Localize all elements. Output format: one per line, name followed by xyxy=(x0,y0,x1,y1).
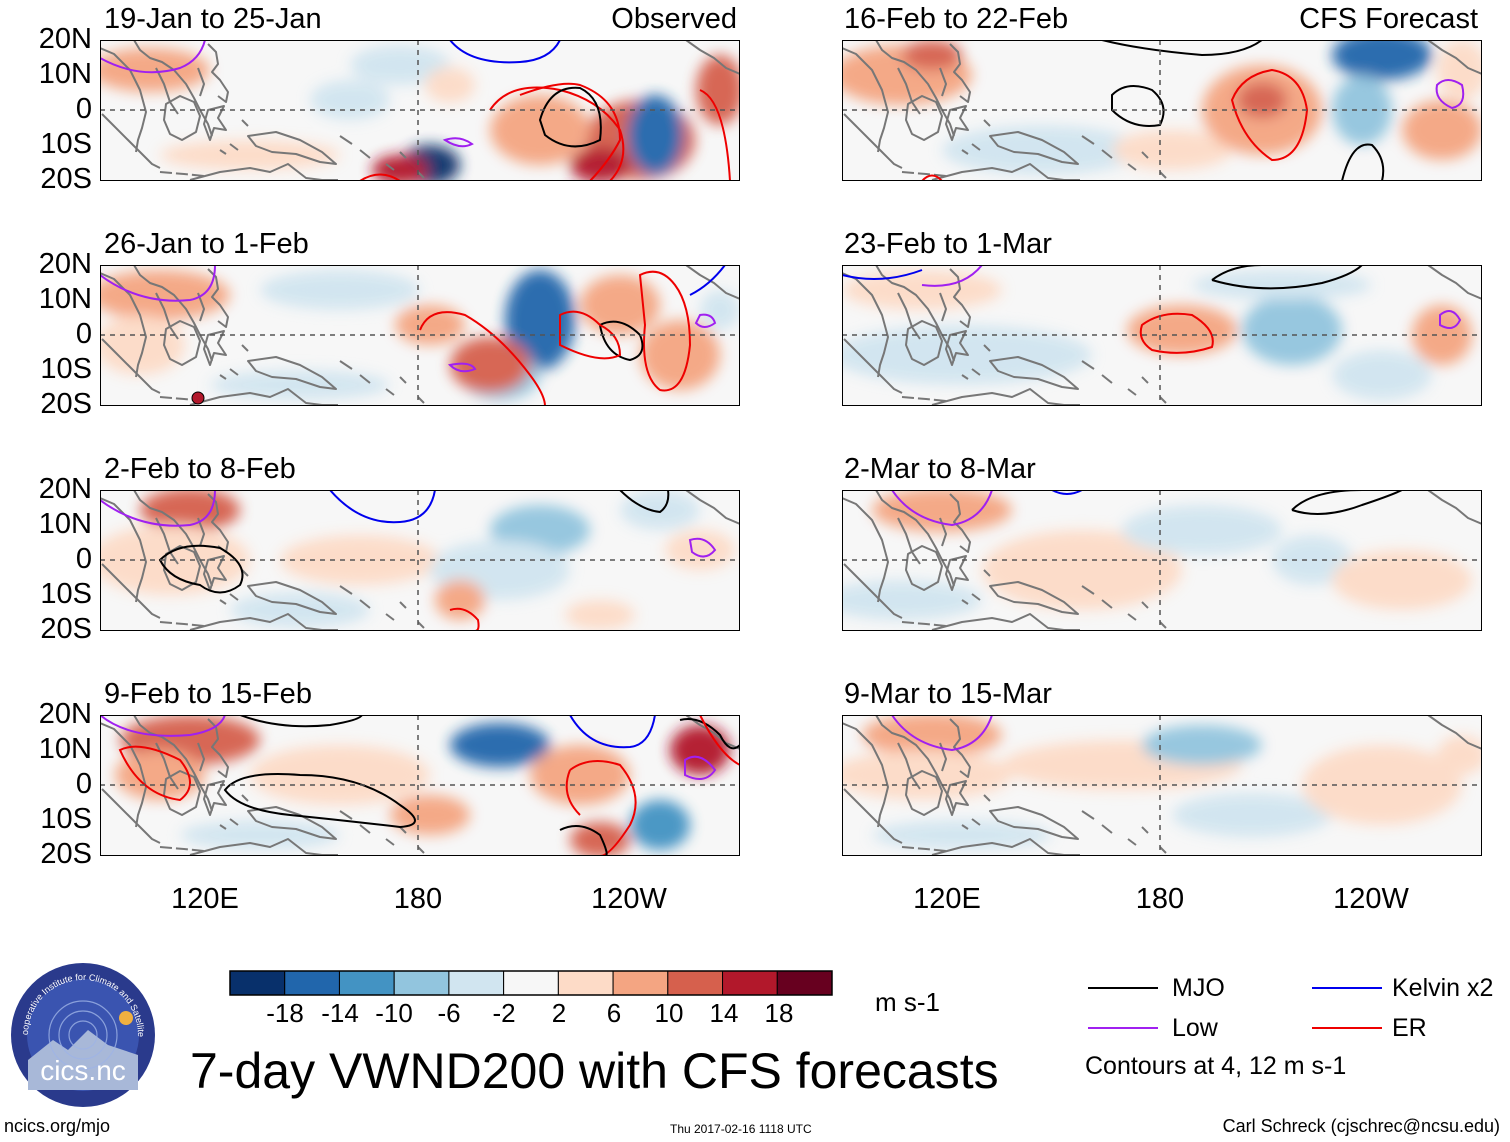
colorbar-tick: -6 xyxy=(437,998,461,1028)
lat-label: 0 xyxy=(75,318,92,350)
map-panel-fc-3 xyxy=(842,490,1482,631)
colorbar-swatch xyxy=(338,970,395,996)
lon-label: 180 xyxy=(393,883,443,915)
legend-line-mjo xyxy=(1088,987,1158,989)
lon-label: 120E xyxy=(913,883,981,915)
lat-label: 10S xyxy=(40,128,92,160)
lat-label: 10S xyxy=(40,578,92,610)
colorbar-swatch xyxy=(229,970,286,996)
colorbar-tick: 10 xyxy=(654,998,684,1028)
cics-logo: Cooperative Institute for Climate and Sa… xyxy=(8,960,155,1107)
lat-label: 20N xyxy=(38,23,92,55)
legend-line-er xyxy=(1312,1027,1382,1029)
colorbar-tick: -2 xyxy=(492,998,516,1028)
lat-label: 0 xyxy=(75,768,92,800)
colorbar-swatch xyxy=(393,970,450,996)
lat-label: 20N xyxy=(38,473,92,505)
logo-text: cics.nc xyxy=(40,1055,126,1086)
legend-line-kelvin xyxy=(1312,987,1382,989)
panel-title-fc-3: 2-Mar to 8-Mar xyxy=(844,453,1036,485)
lat-label: 10N xyxy=(38,58,92,90)
panel-title-fc-1: 16-Feb to 22-Feb xyxy=(844,3,1069,35)
panel-title-obs-4: 9-Feb to 15-Feb xyxy=(104,678,312,710)
colorbar-swatch xyxy=(284,970,340,996)
legend-note: Contours at 4, 12 m s-1 xyxy=(1085,1052,1347,1080)
colorbar-tick: -14 xyxy=(321,998,359,1028)
lat-label: 10S xyxy=(40,353,92,385)
colorbar-swatch xyxy=(722,970,778,996)
lat-label: 20S xyxy=(40,613,92,645)
lat-label: 20S xyxy=(40,388,92,420)
column-header-forecast: CFS Forecast xyxy=(1299,3,1478,35)
legend-line-low xyxy=(1088,1027,1158,1029)
legend-label-mjo: MJO xyxy=(1172,974,1225,1002)
lat-label: 20N xyxy=(38,248,92,280)
map-panel-fc-4 xyxy=(842,715,1482,856)
lon-label: 180 xyxy=(1135,883,1185,915)
colorbar-tick: 6 xyxy=(606,998,622,1028)
footer-author: Carl Schreck (cjschrec@ncsu.edu) xyxy=(1222,1116,1500,1136)
lat-label: 10N xyxy=(38,508,92,540)
map-panel-obs-4 xyxy=(100,715,740,856)
colorbar xyxy=(229,970,833,996)
legend-label-er: ER xyxy=(1392,1014,1427,1042)
footer-website[interactable]: ncics.org/mjo xyxy=(4,1116,111,1136)
colorbar-tick: 18 xyxy=(764,998,794,1028)
map-panel-fc-1 xyxy=(842,40,1482,181)
lat-label: 20S xyxy=(40,163,92,195)
colorbar-units: m s-1 xyxy=(875,987,940,1017)
lat-label: 10N xyxy=(38,733,92,765)
map-panel-obs-2 xyxy=(100,265,740,406)
colorbar-swatch xyxy=(667,970,724,996)
colorbar-swatch xyxy=(557,970,614,996)
map-panel-fc-2 xyxy=(842,265,1482,406)
colorbar-swatch xyxy=(448,970,505,996)
colorbar-tick: 2 xyxy=(551,998,567,1028)
lat-label: 20N xyxy=(38,698,92,730)
lon-label: 120W xyxy=(591,883,667,915)
panel-title-fc-2: 23-Feb to 1-Mar xyxy=(844,228,1052,260)
lat-label: 0 xyxy=(75,93,92,125)
colorbar-tick: -10 xyxy=(375,998,413,1028)
lat-label: 10S xyxy=(40,803,92,835)
lat-label: 10N xyxy=(38,283,92,315)
column-header-observed: Observed xyxy=(611,3,737,35)
footer-timestamp: Thu 2017-02-16 1118 UTC xyxy=(670,1122,812,1136)
figure-title: 7-day VWND200 with CFS forecasts xyxy=(190,1043,999,1099)
legend-label-kelvin: Kelvin x2 xyxy=(1392,974,1494,1002)
panel-title-fc-4: 9-Mar to 15-Mar xyxy=(844,678,1052,710)
panel-title-obs-2: 26-Jan to 1-Feb xyxy=(104,228,309,260)
lat-label: 0 xyxy=(75,543,92,575)
panel-title-obs-3: 2-Feb to 8-Feb xyxy=(104,453,296,485)
colorbar-swatch xyxy=(503,970,559,996)
colorbar-swatch xyxy=(612,970,669,996)
map-panel-obs-1 xyxy=(100,40,740,181)
lon-label: 120E xyxy=(171,883,239,915)
legend-label-low: Low xyxy=(1172,1014,1218,1042)
colorbar-tick: -18 xyxy=(266,998,304,1028)
colorbar-tick: 14 xyxy=(709,998,739,1028)
lon-label: 120W xyxy=(1333,883,1409,915)
map-panel-obs-3 xyxy=(100,490,740,631)
lat-label: 20S xyxy=(40,838,92,870)
colorbar-swatch xyxy=(776,970,833,996)
panel-title-obs-1: 19-Jan to 25-Jan xyxy=(104,3,322,35)
